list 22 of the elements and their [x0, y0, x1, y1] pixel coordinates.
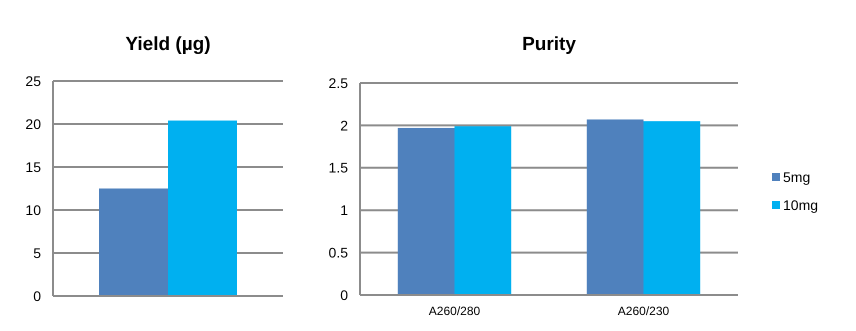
y-tick-label: 1 [340, 202, 348, 218]
bar [644, 121, 700, 295]
chart-title: Yield (µg) [125, 34, 211, 55]
y-tick-label: 25 [25, 72, 42, 89]
y-tick-label: 0 [33, 288, 42, 304]
y-tick-label: 15 [25, 158, 42, 175]
x-tick-label: A260/230 [618, 304, 670, 318]
x-tick-label: A260/280 [428, 304, 481, 318]
y-tick-label: 5 [33, 244, 42, 261]
y-tick-label: 2 [340, 117, 348, 134]
bar [586, 119, 644, 295]
bar [454, 126, 512, 295]
y-tick-label: 0.5 [328, 244, 348, 260]
legend-label: 5mg [783, 168, 810, 185]
chart-title: Purity [522, 34, 576, 55]
legend-label: 10mg [783, 196, 818, 213]
y-tick-label: 20 [25, 116, 42, 132]
bar [398, 128, 454, 295]
y-tick-label: 1.5 [328, 160, 348, 176]
y-tick-label: 0 [340, 286, 348, 303]
y-tick-label: 10 [25, 202, 42, 218]
y-tick-label: 2.5 [328, 74, 348, 91]
